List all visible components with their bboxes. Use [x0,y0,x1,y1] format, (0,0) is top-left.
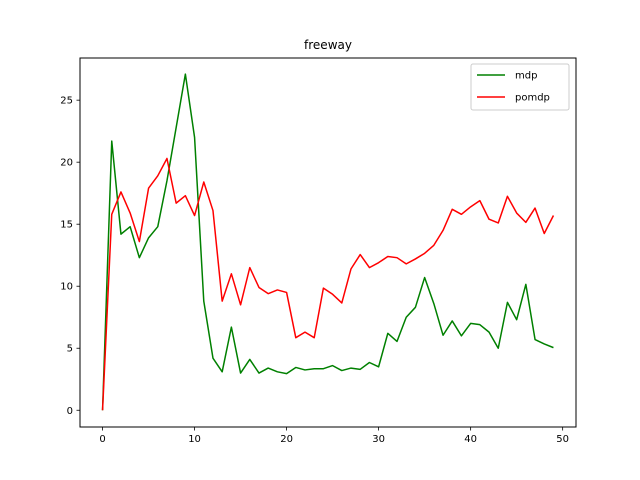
y-tick-label: 10 [60,282,73,293]
plot-frame [79,57,577,428]
x-tick-label: 40 [464,434,477,445]
y-tick-label: 5 [67,344,73,355]
x-axis: 0 10 20 30 40 50 [99,427,569,445]
x-tick-label: 0 [99,434,105,445]
y-tick-label: 25 [60,96,73,107]
x-tick-label: 30 [372,434,385,445]
y-tick-label: 0 [67,406,73,417]
legend: mdp pomdp [470,63,570,111]
series-line-mdp [101,73,554,411]
chart-title: freeway [304,38,352,52]
x-tick-label: 10 [188,434,201,445]
legend-label-pomdp: pomdp [515,93,550,104]
series-line-pomdp [101,157,555,411]
y-axis: 0 5 10 15 20 25 [60,96,80,417]
x-tick-label: 20 [280,434,293,445]
x-tick-label: 50 [556,434,569,445]
plot-lines [101,73,555,411]
y-tick-label: 15 [60,220,73,231]
y-tick-label: 20 [60,158,73,169]
legend-label-mdp: mdp [515,71,537,82]
